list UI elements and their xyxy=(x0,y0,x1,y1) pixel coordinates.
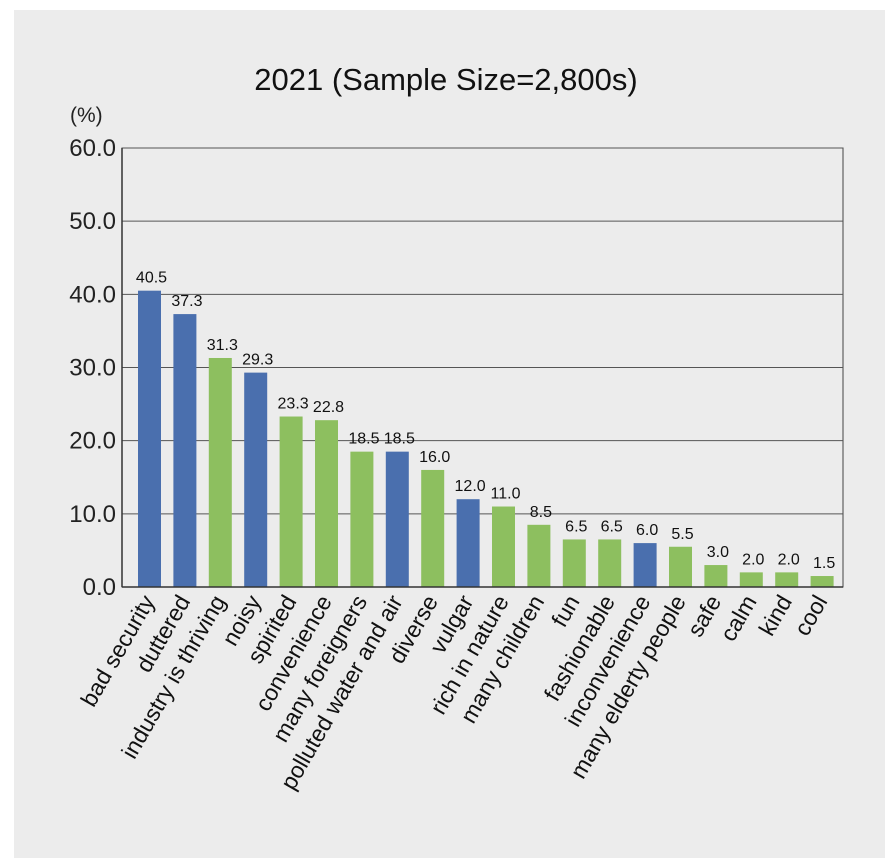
bar xyxy=(669,546,692,587)
x-category-label: calm xyxy=(715,591,762,646)
y-tick-label: 20.0 xyxy=(69,428,116,455)
bar-value-label: 6.5 xyxy=(565,518,587,535)
bar xyxy=(562,539,586,587)
bar-value-label: 5.5 xyxy=(671,526,693,543)
bar-value-label: 3.0 xyxy=(707,544,729,561)
bar-value-label: 29.3 xyxy=(242,352,273,369)
bar xyxy=(208,357,232,587)
y-tick-label: 30.0 xyxy=(69,355,116,382)
bar-value-label: 18.5 xyxy=(384,431,415,448)
bar xyxy=(704,565,728,587)
bar-value-label: 2.0 xyxy=(742,551,764,568)
bar xyxy=(173,314,197,587)
x-category-label: cool xyxy=(789,591,833,641)
bar xyxy=(421,469,445,587)
bar xyxy=(350,451,374,587)
bar-value-label: 37.3 xyxy=(171,293,202,310)
bar-value-label: 31.3 xyxy=(207,337,238,354)
y-tick-label: 50.0 xyxy=(69,208,116,235)
x-category-label: kind xyxy=(753,591,797,641)
bar-value-label: 1.5 xyxy=(813,555,835,572)
bar-value-label: 8.5 xyxy=(530,504,552,521)
bar xyxy=(775,572,799,587)
bar-value-label: 40.5 xyxy=(136,270,167,287)
bar-value-label: 23.3 xyxy=(278,396,309,413)
bar xyxy=(527,524,551,587)
bar xyxy=(385,451,409,587)
bar xyxy=(279,416,303,587)
bar xyxy=(244,372,268,587)
bar-value-label: 16.0 xyxy=(419,449,450,466)
bar-value-label: 6.5 xyxy=(601,518,623,535)
y-tick-label: 40.0 xyxy=(69,281,116,308)
bar xyxy=(810,576,834,587)
bar xyxy=(492,506,515,587)
bar-value-label: 6.0 xyxy=(636,522,658,539)
y-axis-unit-label: (%) xyxy=(70,104,103,127)
bar xyxy=(138,290,161,587)
bar xyxy=(633,543,657,587)
bar-value-label: 18.5 xyxy=(348,431,379,448)
y-tick-label: 0.0 xyxy=(83,574,116,601)
bar xyxy=(739,572,763,587)
y-tick-label: 60.0 xyxy=(69,135,116,162)
bar-value-label: 12.0 xyxy=(455,478,486,495)
bar-value-label: 11.0 xyxy=(491,486,521,503)
bar xyxy=(456,499,480,587)
bar-value-label: 22.8 xyxy=(313,399,344,416)
bar xyxy=(598,539,622,587)
bar xyxy=(315,420,338,587)
y-tick-label: 10.0 xyxy=(69,501,116,528)
chart-title: 2021 (Sample Size=2,800s) xyxy=(254,62,638,97)
bar-value-label: 2.0 xyxy=(778,551,800,568)
